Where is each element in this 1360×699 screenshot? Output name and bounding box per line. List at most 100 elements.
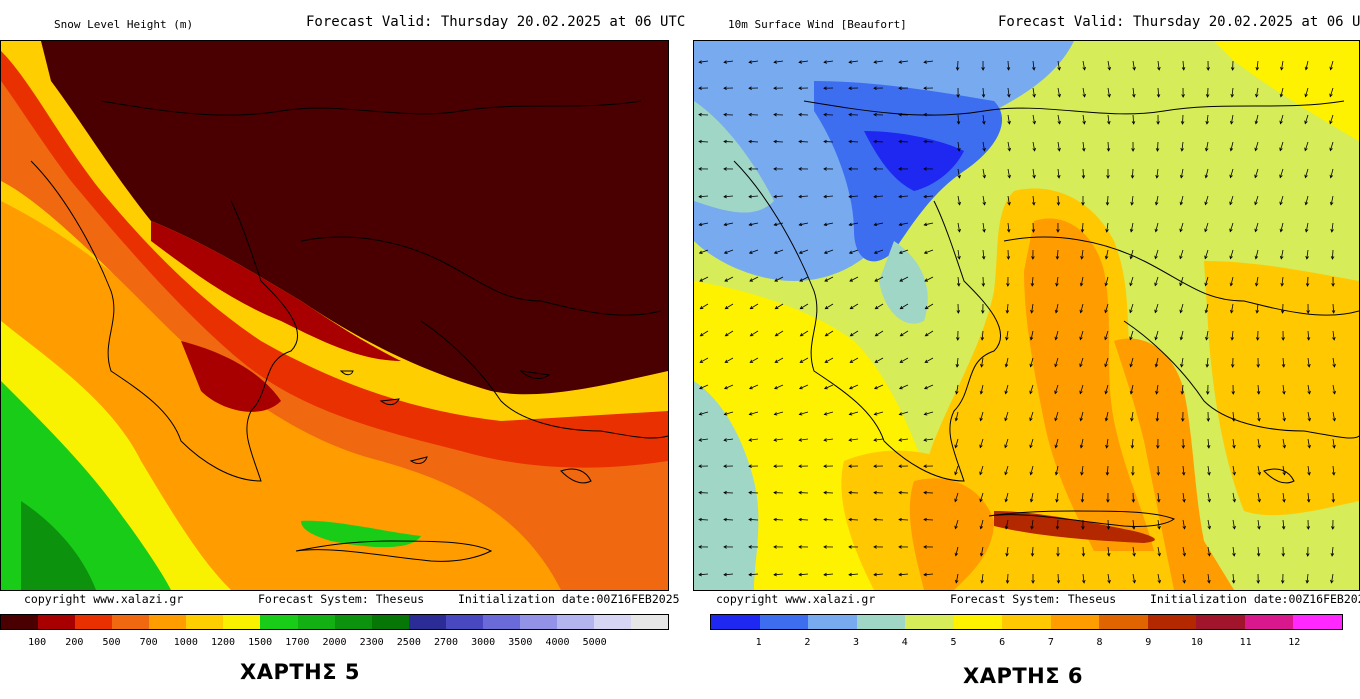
wind-arrow-head xyxy=(1057,66,1061,71)
wind-arrow-head xyxy=(1154,255,1158,260)
forecast-system-text: Forecast System: Theseus xyxy=(258,592,425,606)
wind-arrow xyxy=(750,303,759,310)
legend-label: 2 xyxy=(804,637,811,648)
legend-label: 3000 xyxy=(471,637,496,648)
wind-arrow-head xyxy=(1005,552,1009,557)
wind-arrow-head xyxy=(1332,417,1336,422)
wind-arrow-head xyxy=(898,222,903,227)
wind-arrow-head xyxy=(1081,553,1086,557)
wind-arrow xyxy=(1330,195,1334,205)
wind-arrow-head xyxy=(1129,363,1133,368)
wind-arrow-head xyxy=(1029,498,1034,503)
wind-arrow xyxy=(723,141,734,143)
wind-arrow-head xyxy=(1257,444,1261,449)
wind-arrow-head xyxy=(723,222,728,227)
wind-arrow-head xyxy=(954,525,958,530)
wind-arrow xyxy=(1081,492,1084,503)
wind-arrow-head xyxy=(1329,66,1333,71)
wind-arrow xyxy=(1130,384,1134,394)
wind-arrow-head xyxy=(1104,390,1108,395)
wind-arrow xyxy=(1132,519,1135,529)
wind-arrow-head xyxy=(1205,336,1209,341)
wind-arrow-head xyxy=(1330,256,1335,260)
wind-arrow-head xyxy=(798,250,803,254)
wind-arrow-head xyxy=(1232,552,1236,557)
wind-arrow xyxy=(749,249,759,254)
wind-arrow-head xyxy=(1154,363,1159,368)
wind-arrow-head xyxy=(1054,309,1059,314)
wind-arrow-head xyxy=(956,121,961,125)
wind-arrow-head xyxy=(1080,499,1085,503)
wind-arrow-head xyxy=(723,167,727,171)
wind-arrow-head xyxy=(874,386,878,390)
wind-arrow xyxy=(724,222,734,226)
wind-arrow-head xyxy=(873,194,877,199)
legend-swatch xyxy=(711,615,760,629)
wind-arrow-head xyxy=(799,332,804,337)
surface-wind-map xyxy=(693,40,1360,591)
legend-label: 700 xyxy=(139,637,158,648)
wind-arrow xyxy=(1330,168,1334,178)
wind-arrow-head xyxy=(873,86,877,90)
wind-arrow-head xyxy=(823,60,828,64)
wind-arrow-head xyxy=(1232,498,1236,503)
wind-arrow-head xyxy=(1229,255,1233,260)
wind-arrow-head xyxy=(1004,525,1009,530)
wind-arrow xyxy=(749,60,759,63)
wind-arrow-head xyxy=(748,250,753,254)
wind-arrow-head xyxy=(898,86,902,90)
wind-arrow xyxy=(1007,168,1011,178)
wind-arrow-head xyxy=(1031,256,1035,260)
wind-arrow xyxy=(1031,546,1034,557)
wind-arrow-head xyxy=(979,525,984,530)
wind-arrow-head xyxy=(1331,526,1335,530)
wind-arrow xyxy=(981,573,984,583)
wind-arrow-head xyxy=(749,359,754,363)
wind-arrow xyxy=(1154,249,1159,259)
wind-arrow-head xyxy=(923,112,927,117)
wind-arrow xyxy=(1280,222,1284,232)
wind-arrow-head xyxy=(1082,120,1086,125)
legend-label: 1000 xyxy=(173,637,198,648)
wind-arrow-head xyxy=(798,167,802,171)
wind-arrow xyxy=(1131,411,1134,421)
wind-arrow-head xyxy=(773,572,777,577)
wind-arrow xyxy=(724,249,734,254)
wind-arrow xyxy=(1054,384,1059,394)
wind-arrow xyxy=(848,519,859,521)
wind-arrow-head xyxy=(1279,120,1283,125)
wind-arrow xyxy=(1107,573,1110,583)
wind-arrow-head xyxy=(748,545,752,549)
wind-arrow xyxy=(1181,384,1184,394)
wind-arrow-head xyxy=(1179,174,1184,179)
wind-arrow xyxy=(774,438,784,441)
wind-arrow-head xyxy=(873,250,878,254)
wind-arrow xyxy=(700,303,709,310)
wind-arrow xyxy=(1307,438,1311,448)
wind-arrow-head xyxy=(1207,579,1211,584)
wind-arrow xyxy=(923,195,934,198)
wind-arrow-head xyxy=(1229,147,1234,152)
wind-arrow-head xyxy=(1032,147,1036,152)
wind-arrow xyxy=(981,330,984,340)
wind-arrow xyxy=(1180,330,1184,340)
wind-arrow-head xyxy=(1054,471,1059,476)
wind-arrow xyxy=(874,60,884,63)
legend-label: 1200 xyxy=(210,637,236,648)
wind-arrow-head xyxy=(898,572,902,577)
wind-arrow xyxy=(899,60,909,63)
wind-arrow-head xyxy=(1180,147,1184,152)
map-field-title: Snow Level Height (m) xyxy=(54,18,194,31)
wind-arrow-head xyxy=(823,490,827,495)
wind-arrow-head xyxy=(1079,363,1083,368)
wind-arrow-head xyxy=(1155,148,1160,152)
wind-arrow-head xyxy=(724,386,728,390)
wind-arrow xyxy=(957,168,960,178)
wind-arrow-head xyxy=(723,60,728,64)
wind-arrow-head xyxy=(1306,526,1311,530)
wind-arrow-head xyxy=(1079,417,1083,422)
wind-arrow xyxy=(749,384,759,389)
wind-arrow-head xyxy=(1056,553,1060,557)
wind-arrow-head xyxy=(798,194,802,199)
wind-arrow-head xyxy=(1080,229,1085,233)
